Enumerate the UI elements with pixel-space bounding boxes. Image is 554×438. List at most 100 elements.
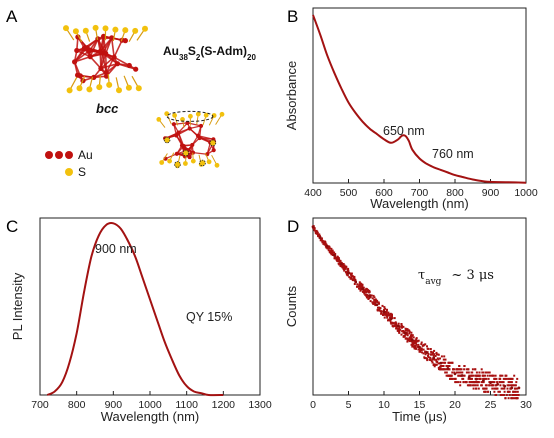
decay-point bbox=[371, 297, 374, 300]
decay-point bbox=[417, 345, 419, 348]
decay-point bbox=[498, 390, 501, 393]
structure-label-bcc: bcc bbox=[96, 101, 119, 116]
decay-point bbox=[426, 347, 429, 350]
decay-point bbox=[368, 291, 371, 294]
decay-point bbox=[476, 374, 479, 377]
decay-point bbox=[410, 331, 413, 334]
decay-point bbox=[372, 301, 375, 304]
decay-point bbox=[427, 356, 430, 359]
decay-point bbox=[403, 330, 406, 333]
decay-point bbox=[484, 390, 487, 393]
decay-point bbox=[380, 312, 383, 315]
s-atom bbox=[125, 84, 132, 91]
decay-point bbox=[320, 237, 323, 240]
au-bond bbox=[113, 56, 130, 67]
decay-data-point bbox=[325, 244, 329, 248]
decay-point bbox=[313, 227, 316, 230]
decay-point bbox=[437, 366, 440, 369]
decay-data-point bbox=[332, 253, 336, 257]
decay-point bbox=[398, 331, 401, 334]
decay-point bbox=[505, 377, 508, 380]
s-atom bbox=[82, 27, 89, 34]
decay-point bbox=[489, 374, 491, 377]
decay-point bbox=[445, 371, 448, 374]
decay-point bbox=[499, 384, 502, 387]
decay-point bbox=[422, 352, 425, 355]
s-legend-dot bbox=[65, 168, 73, 176]
decay-point bbox=[501, 381, 504, 384]
au-atom bbox=[190, 150, 196, 155]
decay-point bbox=[386, 315, 389, 318]
x-tick-label: 800 bbox=[68, 399, 86, 411]
decay-point bbox=[367, 298, 370, 300]
s-atom bbox=[188, 113, 193, 119]
au-bond bbox=[74, 49, 90, 63]
decay-point bbox=[508, 394, 511, 396]
decay-point bbox=[502, 384, 505, 387]
decay-point bbox=[420, 341, 423, 344]
decay-point bbox=[507, 377, 510, 380]
decay-point bbox=[515, 381, 518, 384]
decay-point bbox=[451, 361, 454, 364]
decay-point bbox=[434, 355, 437, 357]
au-atom bbox=[171, 122, 176, 127]
decay-point bbox=[473, 384, 476, 387]
decay-point bbox=[456, 371, 458, 374]
x-tick-label: 15 bbox=[414, 399, 426, 411]
decay-point bbox=[476, 384, 479, 387]
decay-point bbox=[516, 387, 519, 390]
decay-data-point bbox=[467, 375, 471, 379]
decay-point bbox=[453, 371, 456, 374]
decay-point bbox=[504, 377, 507, 380]
decay-point bbox=[412, 336, 415, 339]
decay-point bbox=[395, 327, 398, 330]
decay-data-point bbox=[340, 262, 343, 266]
decay-point bbox=[385, 312, 388, 315]
decay-point bbox=[329, 247, 332, 250]
decay-point bbox=[352, 276, 355, 279]
x-tick-label: 30 bbox=[520, 399, 532, 411]
decay-point bbox=[340, 265, 343, 268]
decay-data-point bbox=[411, 338, 414, 342]
decay-point bbox=[380, 310, 383, 313]
decay-point bbox=[391, 321, 394, 324]
decay-point bbox=[424, 343, 427, 346]
decay-point bbox=[435, 351, 438, 354]
decay-point bbox=[506, 387, 509, 390]
decay-point bbox=[459, 371, 462, 374]
decay-data-point bbox=[382, 310, 386, 314]
decay-point bbox=[443, 368, 446, 371]
decay-point bbox=[511, 394, 514, 396]
s-atom bbox=[135, 85, 142, 92]
decay-point bbox=[474, 384, 477, 387]
decay-point bbox=[472, 374, 475, 377]
decay-point bbox=[383, 306, 386, 309]
x-axis-label: Wavelength (nm) bbox=[101, 409, 200, 424]
decay-point bbox=[472, 387, 475, 390]
decay-data-point bbox=[460, 374, 464, 377]
au-bond bbox=[89, 56, 102, 69]
decay-point bbox=[389, 312, 392, 315]
decay-point bbox=[323, 243, 326, 246]
decay-point bbox=[371, 301, 374, 304]
decay-point bbox=[339, 260, 341, 263]
decay-point bbox=[470, 374, 473, 377]
decay-point bbox=[356, 285, 358, 288]
decay-point bbox=[410, 343, 413, 346]
decay-point bbox=[514, 384, 517, 387]
decay-point bbox=[350, 274, 353, 277]
decay-point bbox=[481, 371, 484, 374]
decay-point bbox=[374, 299, 377, 302]
decay-point bbox=[363, 291, 365, 294]
decay-point bbox=[472, 381, 474, 384]
decay-data-point bbox=[496, 383, 499, 386]
decay-point bbox=[387, 311, 390, 314]
decay-point bbox=[318, 233, 320, 236]
decay-point bbox=[514, 390, 517, 393]
decay-point bbox=[343, 264, 346, 267]
decay-point bbox=[373, 299, 376, 301]
panel-a: A Au38S2(S-Adm)20 bcc Au S bbox=[6, 7, 256, 179]
decay-point bbox=[377, 301, 380, 304]
decay-point bbox=[353, 283, 356, 285]
decay-point bbox=[509, 381, 512, 384]
